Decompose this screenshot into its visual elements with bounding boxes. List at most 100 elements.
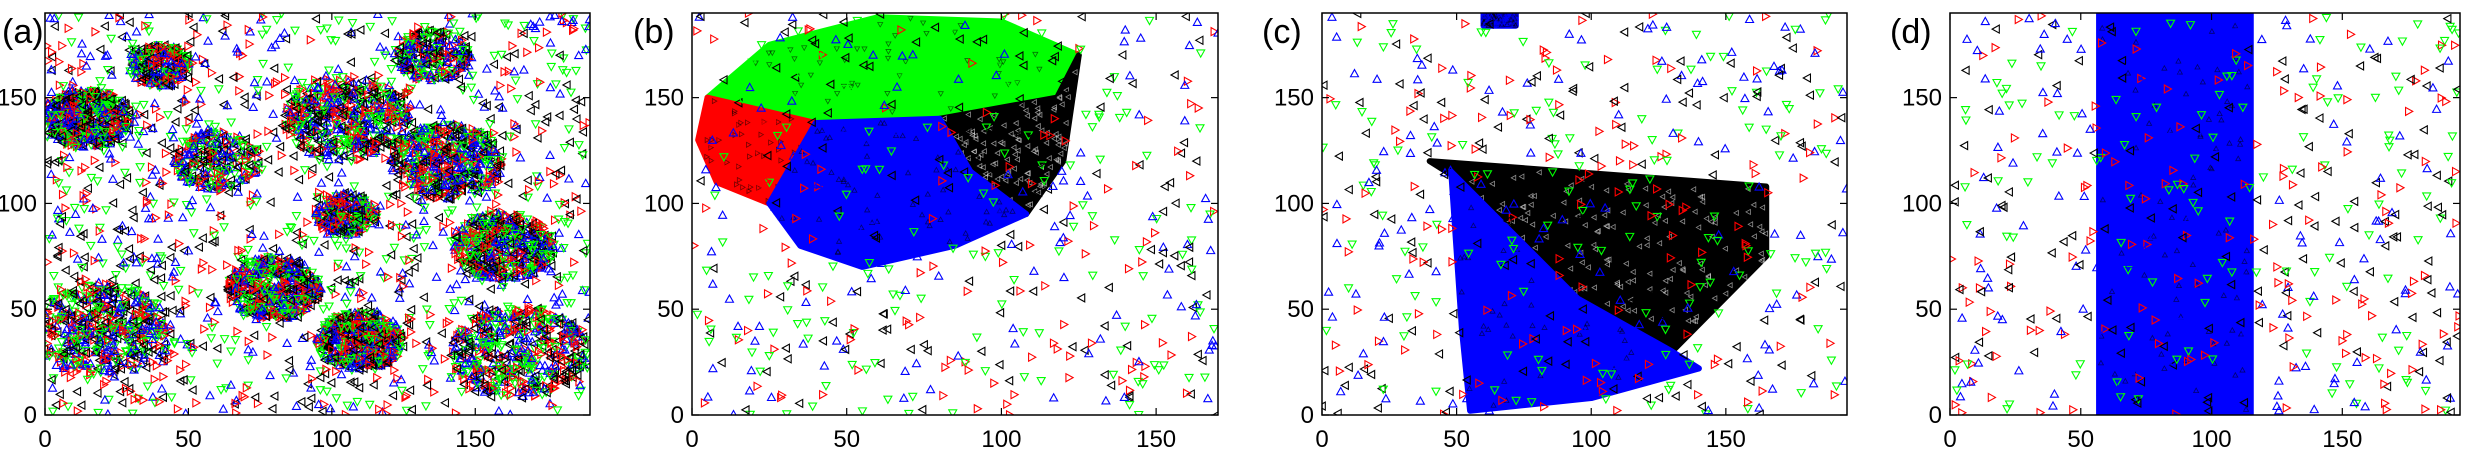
data-point [237,263,248,273]
data-point [117,119,128,129]
data-point [144,303,155,313]
data-point [68,285,77,296]
data-point [100,324,110,334]
data-point [362,118,373,128]
data-point [371,91,381,102]
data-point [90,93,101,102]
data-point [300,295,310,305]
data-point [139,349,150,359]
data-point [35,333,42,341]
data-point [86,293,97,303]
data-point [94,329,105,339]
data-point [152,334,162,344]
data-point [262,266,272,276]
data-point [98,134,109,144]
data-point [226,278,236,289]
data-point [148,326,159,336]
data-point [435,192,445,203]
data-point [76,363,86,374]
data-point [324,83,334,94]
data-point [133,321,143,332]
data-point [49,297,60,306]
data-point [109,346,120,356]
data-point [121,300,130,311]
data-point [313,100,322,111]
data-point [92,126,103,136]
data-point [46,325,56,336]
data-point [367,147,377,158]
data-point [442,155,452,166]
data-point [49,129,60,138]
data-point [110,362,120,373]
data-point [97,119,107,130]
data-point [232,275,242,285]
data-point [422,123,433,133]
data-point [81,347,91,358]
data-point [496,391,507,401]
data-point [125,346,136,356]
data-point [230,285,241,295]
data-point [102,100,113,110]
data-point [118,106,129,116]
data-point [125,326,136,336]
data-point [317,130,327,140]
data-point [124,287,135,297]
data-point [50,106,61,115]
data-point [92,287,102,298]
data-point [121,126,132,136]
data-point [265,290,276,300]
data-point [291,103,301,114]
data-point [124,108,134,119]
data-point [56,338,67,347]
data-point [295,140,305,151]
data-point [67,140,77,151]
data-point [304,102,314,113]
data-point [102,281,113,291]
data-point [322,146,332,156]
data-point [98,290,109,299]
data-point [349,143,360,153]
data-point [102,285,111,296]
data-point [45,303,50,313]
data-point [269,282,280,291]
data-point [303,298,313,309]
data-point [247,300,258,310]
data-point [154,302,165,312]
data-point [278,291,289,301]
data-point [335,147,346,157]
data-point [85,118,95,129]
data-point [86,86,97,96]
data-point [152,346,162,357]
data-point [432,193,442,203]
data-point [80,114,90,124]
data-point [250,262,261,272]
data-point [286,115,296,125]
data-point [350,71,360,82]
data-point [308,291,319,300]
data-point [286,295,295,306]
data-point [53,298,63,309]
data-point [48,295,59,304]
data-point [300,120,310,131]
data-point [399,118,408,129]
data-point [83,281,93,292]
data-point [103,317,113,328]
data-point [50,120,60,131]
data-point [116,284,127,294]
data-point [67,325,78,335]
data-point [67,294,77,303]
data-point [290,288,301,298]
data-point [312,125,322,135]
data-point [51,320,62,330]
data-point [138,340,148,351]
data-point [146,326,157,335]
data-point [151,340,160,351]
data-point [134,309,144,320]
data-point [138,290,149,300]
data-point [75,325,86,335]
data-point [339,150,349,160]
plot-area [35,13,590,415]
data-point [301,88,311,99]
data-point [336,75,345,86]
data-point [77,318,87,329]
